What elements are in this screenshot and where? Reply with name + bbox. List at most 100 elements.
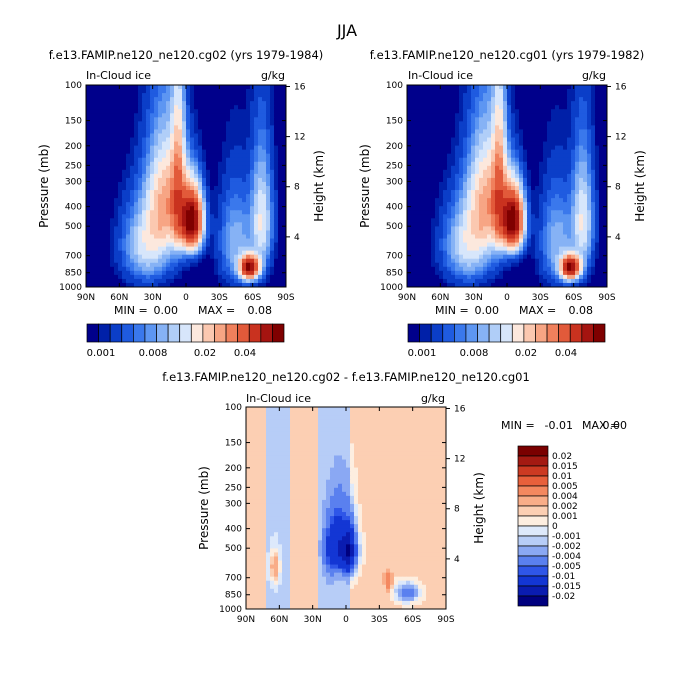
heatmap-cell xyxy=(479,250,484,256)
heatmap-cell xyxy=(134,258,139,264)
heatmap-cell xyxy=(110,129,115,134)
heatmap-cell xyxy=(142,202,147,207)
heatmap-cell xyxy=(415,173,420,179)
heatmap-cell xyxy=(583,258,588,264)
heatmap-cell xyxy=(274,85,279,90)
heatmap-cell xyxy=(555,149,560,155)
heatmap-cell xyxy=(587,242,592,248)
heatmap-cell xyxy=(230,125,235,130)
heatmap-cell xyxy=(523,89,528,94)
heatmap-cell xyxy=(423,270,428,276)
heatmap-cell xyxy=(579,270,584,276)
heatmap-cell xyxy=(162,121,167,126)
heatmap-cell xyxy=(507,230,512,235)
heatmap-cell xyxy=(443,238,448,244)
heatmap-cell xyxy=(182,89,187,94)
heatmap-cell xyxy=(254,113,259,118)
heatmap-cell xyxy=(222,149,227,155)
heatmap-cell xyxy=(226,230,231,235)
heatmap-cell xyxy=(471,230,476,235)
heatmap-cell xyxy=(451,105,456,110)
x-tick-label: 60N xyxy=(110,293,128,303)
heatmap-cell xyxy=(459,173,464,179)
heatmap-cell xyxy=(246,153,251,159)
heatmap-cell xyxy=(507,97,512,102)
heatmap-cell xyxy=(266,165,271,171)
heatmap-cell xyxy=(198,194,203,199)
heatmap-cell xyxy=(242,177,247,183)
heatmap-cell xyxy=(587,133,592,139)
heatmap-cell xyxy=(523,274,528,280)
heatmap-cell xyxy=(407,194,412,199)
heatmap-cell xyxy=(595,181,600,187)
panel-1-title: f.e13.FAMIP.ne120_ne120.cg02 (yrs 1979-1… xyxy=(49,48,324,62)
heatmap-cell xyxy=(146,125,151,130)
heatmap-cell xyxy=(170,234,175,240)
heatmap-cell xyxy=(463,242,468,248)
heatmap-cell xyxy=(182,165,187,171)
heatmap-cell xyxy=(571,93,576,98)
heatmap-cell xyxy=(495,85,500,90)
heatmap-cell xyxy=(535,133,540,139)
heatmap-cell xyxy=(258,210,263,215)
heatmap-cell xyxy=(254,186,259,191)
heatmap-cell xyxy=(559,250,564,256)
heatmap-cell xyxy=(447,266,452,272)
heatmap-cell xyxy=(519,198,524,203)
heatmap-cell xyxy=(238,202,243,207)
heatmap-cell xyxy=(423,254,428,260)
heatmap-cell xyxy=(531,177,536,183)
heatmap-cell xyxy=(278,145,283,151)
heatmap-cell xyxy=(423,230,428,235)
heatmap-cell xyxy=(511,222,516,227)
heatmap-cell xyxy=(218,214,223,219)
heatmap-cell xyxy=(407,198,412,203)
heatmap-cell xyxy=(214,190,219,195)
heatmap-cell xyxy=(190,101,195,106)
heatmap-cell xyxy=(154,129,159,134)
heatmap-cell xyxy=(138,117,143,122)
heatmap-cell xyxy=(479,218,484,223)
heatmap-cell xyxy=(246,278,251,284)
heatmap-cell xyxy=(262,254,267,260)
heatmap-cell xyxy=(579,250,584,256)
heatmap-cell xyxy=(258,173,263,179)
heatmap-cell xyxy=(158,93,163,98)
heatmap-cell xyxy=(158,258,163,264)
heatmap-cell xyxy=(194,214,199,219)
heatmap-cell xyxy=(102,242,107,248)
heatmap-cell xyxy=(527,85,532,90)
heatmap-cell xyxy=(515,173,520,179)
heatmap-cell xyxy=(274,230,279,235)
heatmap-cell xyxy=(122,105,127,110)
heatmap-cell xyxy=(559,186,564,191)
heatmap-cell xyxy=(535,266,540,272)
heatmap-cell xyxy=(94,145,99,151)
heatmap-cell xyxy=(579,113,584,118)
heatmap-cell xyxy=(170,129,175,134)
heatmap-cell xyxy=(423,238,428,244)
heatmap-cell xyxy=(475,97,480,102)
heatmap-cell xyxy=(539,101,544,106)
heatmap-cell xyxy=(226,262,231,268)
heatmap-cell xyxy=(579,137,584,143)
heatmap-cell xyxy=(114,226,119,231)
heatmap-cell xyxy=(451,202,456,207)
heatmap-cell xyxy=(555,169,560,175)
heatmap-cell xyxy=(202,173,207,179)
heatmap-cell xyxy=(439,226,444,231)
heatmap-cell xyxy=(186,109,191,114)
heatmap-cell xyxy=(194,109,199,114)
heatmap-cell xyxy=(443,89,448,94)
y-tick-label: 500 xyxy=(65,222,82,232)
heatmap-cell xyxy=(274,177,279,183)
heatmap-cell xyxy=(575,254,580,260)
heatmap-cell xyxy=(162,214,167,219)
heatmap-cell xyxy=(218,274,223,280)
heatmap-cell xyxy=(439,238,444,244)
heatmap-cell xyxy=(467,169,472,175)
heatmap-cell xyxy=(106,173,111,179)
heatmap-cell xyxy=(210,202,215,207)
heatmap-cell xyxy=(575,137,580,143)
heatmap-cell xyxy=(547,194,552,199)
